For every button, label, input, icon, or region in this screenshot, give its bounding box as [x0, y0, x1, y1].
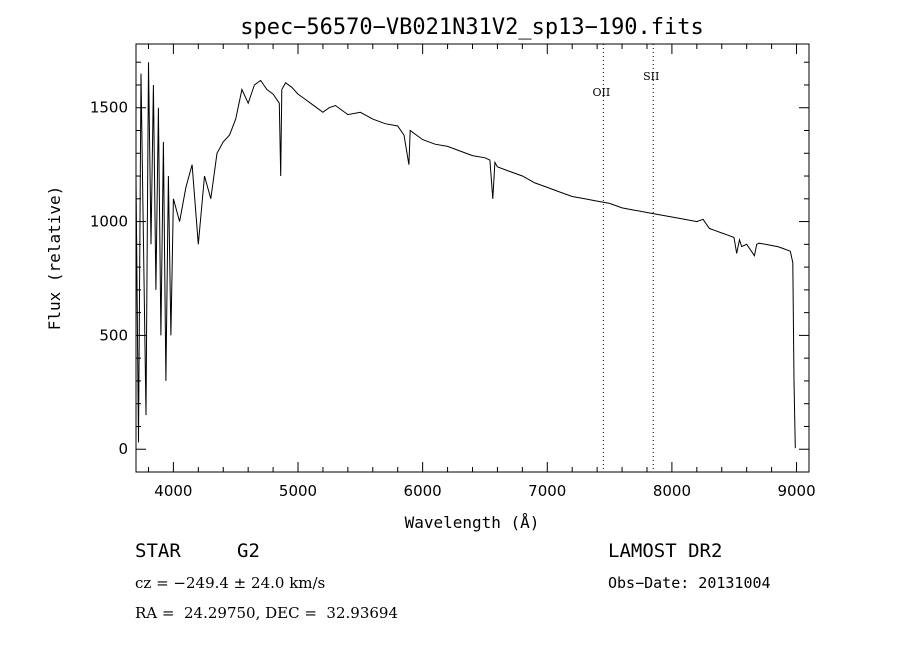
x-axis-label: Wavelength (Å): [405, 513, 540, 532]
x-tick-label: 5000: [279, 482, 317, 500]
emission-line-label: OII: [593, 86, 611, 99]
coordinates-text: RA = 24.29750, DEC = 32.93694: [135, 604, 399, 622]
observation-date: Obs−Date: 20131004: [608, 574, 771, 592]
y-tick-label: 0: [118, 440, 128, 458]
axis-ticks: [136, 44, 809, 472]
survey-name: LAMOST DR2: [608, 540, 723, 562]
reference-lines: [602, 44, 654, 472]
plot-frame: [135, 43, 810, 473]
y-tick-label: 1500: [90, 99, 128, 117]
y-tick-label: 1000: [90, 213, 128, 231]
y-axis-label: Flux (relative): [45, 186, 64, 331]
spectral-subclass: G2: [237, 540, 260, 562]
x-tick-label: 7000: [528, 482, 566, 500]
tick-labels: 4000 5000 6000 7000 8000 9000 0 500 1000 1500: [90, 99, 816, 500]
chart-title: spec−56570−VB021N31V2_sp13−190.fits: [240, 15, 704, 40]
spectrum-line: [135, 62, 796, 449]
x-tick-label: 4000: [154, 482, 192, 500]
emission-line-label: SII: [643, 70, 659, 83]
redshift-text: cz = −249.4 ± 24.0 km/s: [135, 574, 326, 592]
x-tick-label: 6000: [404, 482, 442, 500]
y-tick-label: 500: [99, 326, 128, 344]
x-tick-label: 8000: [653, 482, 691, 500]
object-class: STAR: [135, 540, 181, 562]
line-annotations: OII SII: [593, 70, 660, 99]
x-tick-label: 9000: [777, 482, 815, 500]
